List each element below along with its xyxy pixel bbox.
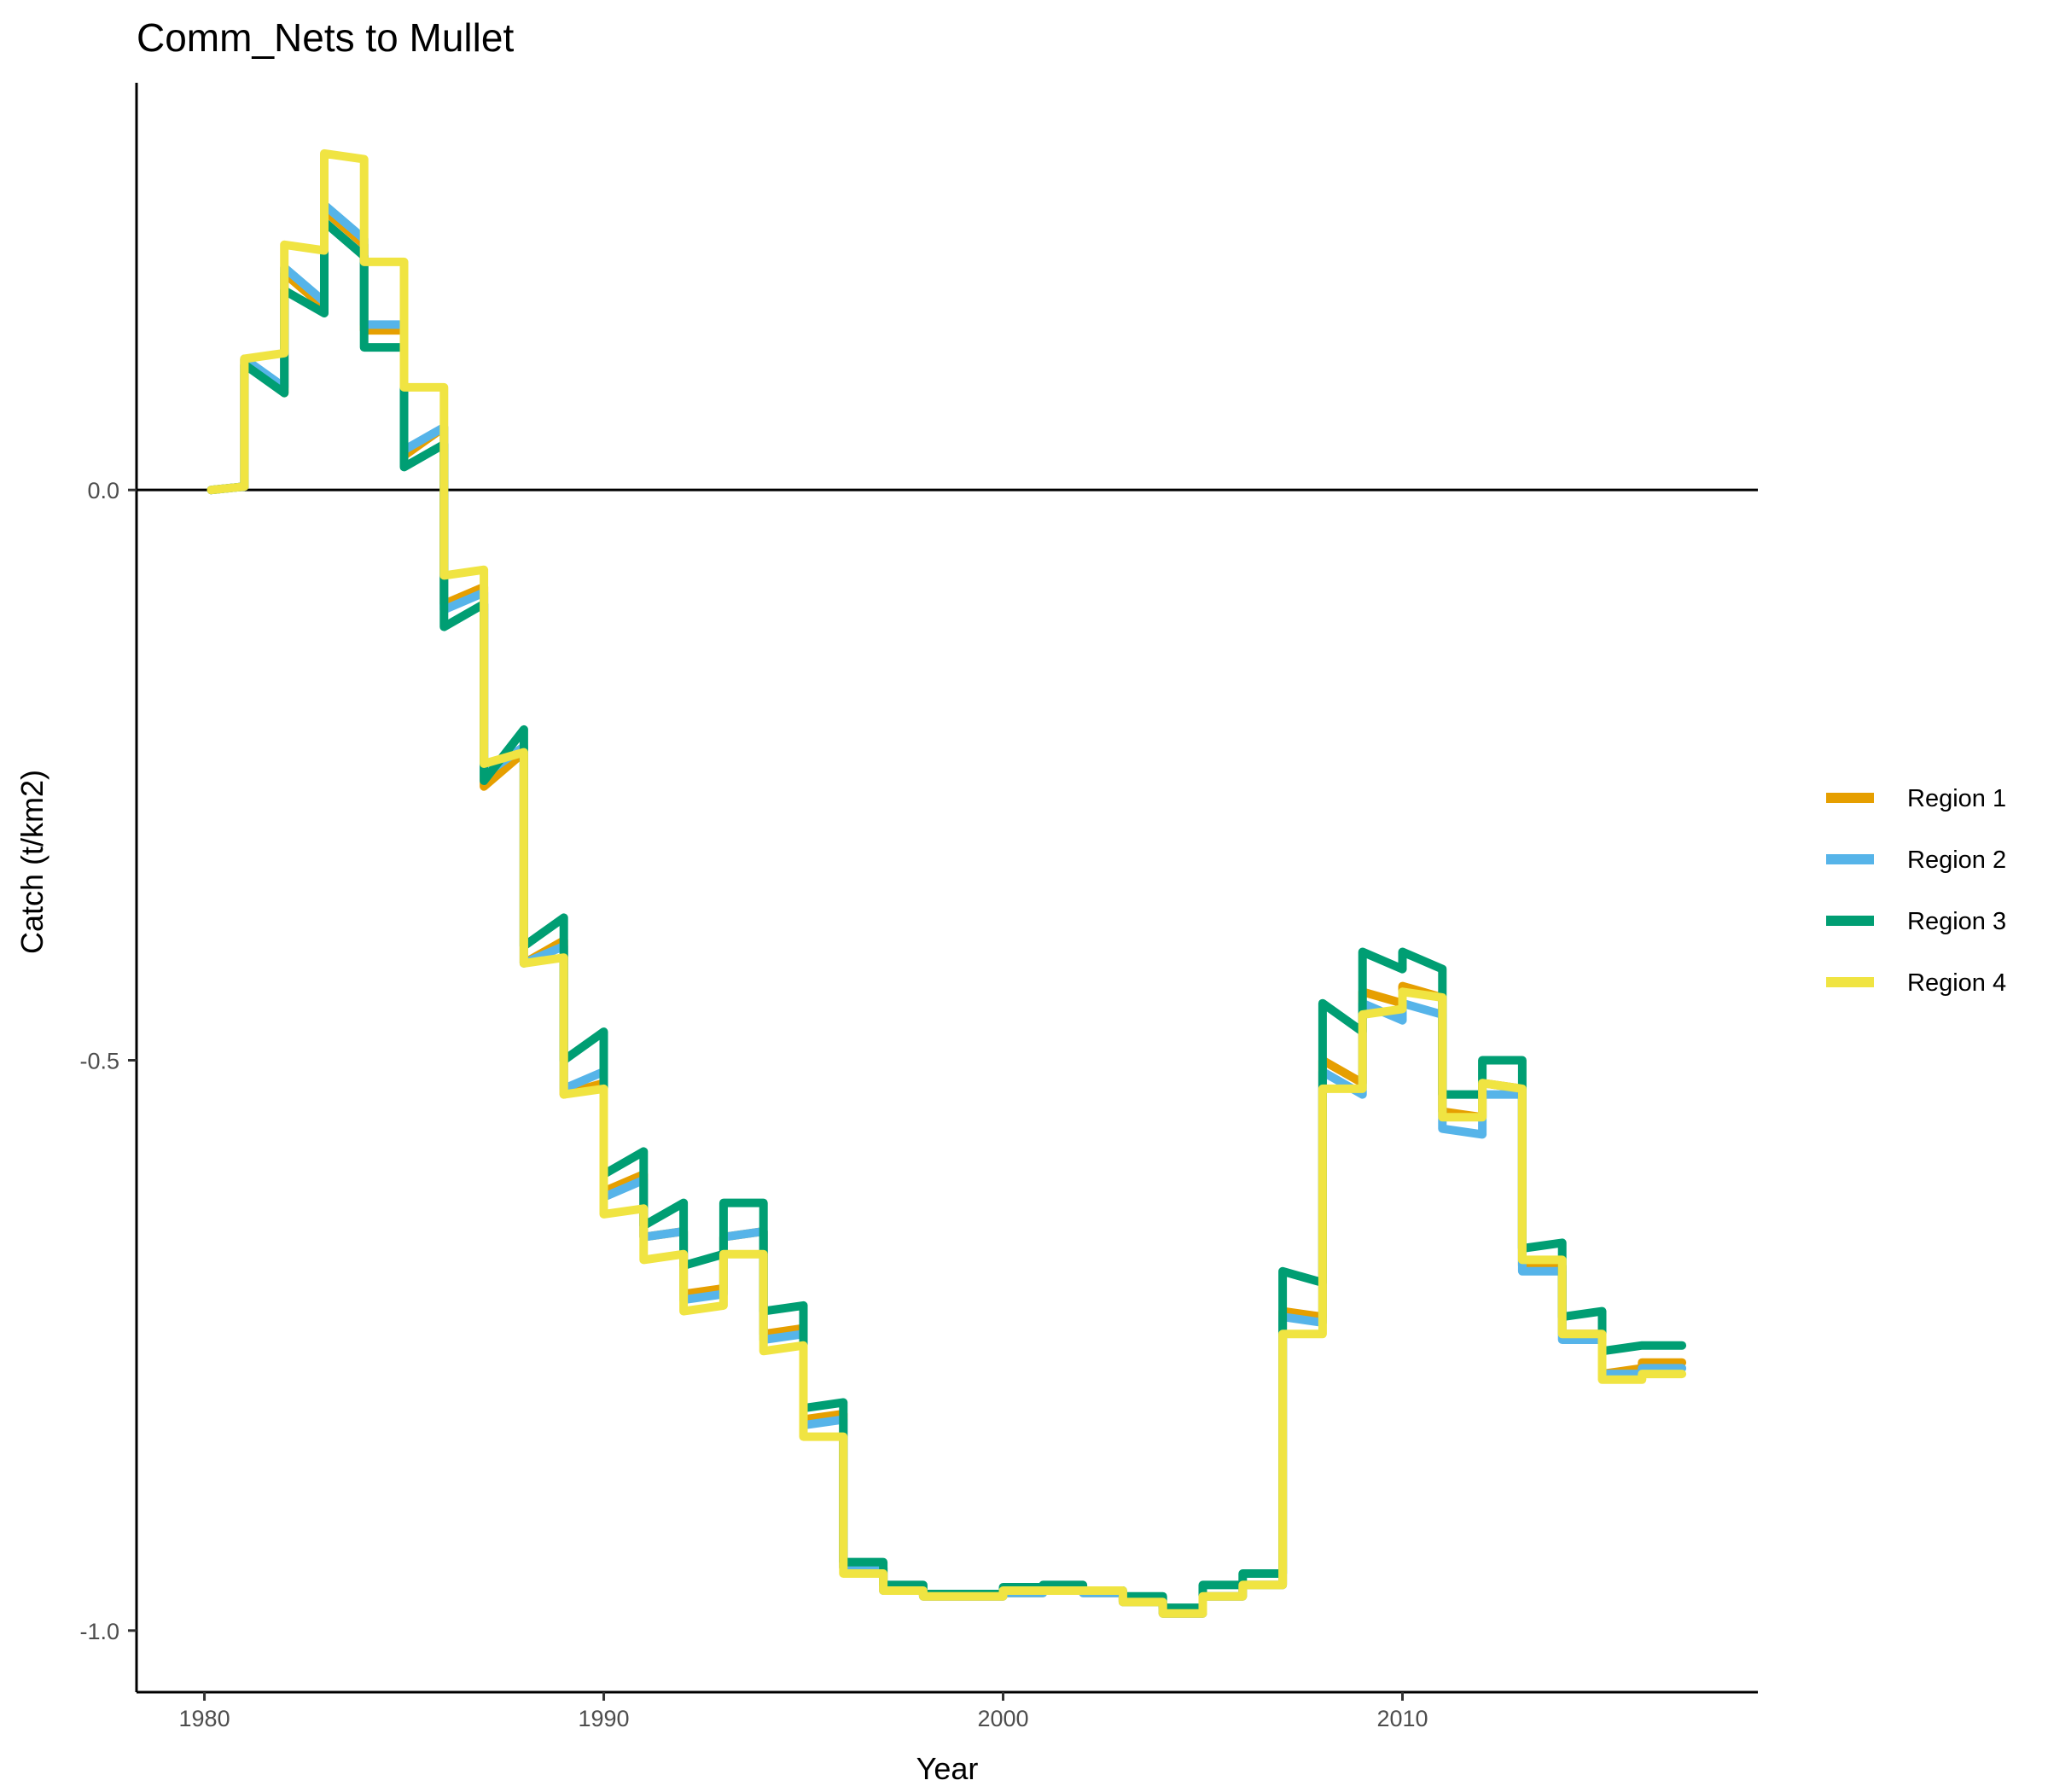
y-tick-label: -0.5 bbox=[79, 1049, 119, 1074]
plot-area bbox=[137, 148, 1758, 1618]
legend: Region 1 Region 2 Region 3 Region 4 bbox=[1826, 785, 2006, 997]
legend-label-region-1: Region 1 bbox=[1907, 785, 2006, 812]
legend-label-region-3: Region 3 bbox=[1907, 908, 2006, 935]
x-tick-label: 1990 bbox=[578, 1706, 629, 1731]
axes: 1980 1990 2000 2010 0.0 -0.5 -1.0 bbox=[79, 83, 1758, 1731]
series-line-region-2 bbox=[207, 201, 1687, 1618]
y-tick-label: -1.0 bbox=[79, 1619, 119, 1644]
y-axis-title: Catch (t/km2) bbox=[15, 770, 49, 954]
y-axis-title-group: Catch (t/km2) bbox=[15, 770, 49, 954]
chart-title: Comm_Nets to Mullet bbox=[137, 15, 514, 60]
series-line-region-1 bbox=[207, 206, 1687, 1618]
series-line-region-4 bbox=[207, 148, 1687, 1618]
x-tick-label: 2010 bbox=[1376, 1706, 1428, 1731]
legend-label-region-4: Region 4 bbox=[1907, 969, 2006, 997]
y-tick-label: 0.0 bbox=[87, 478, 119, 503]
legend-label-region-2: Region 2 bbox=[1907, 847, 2006, 874]
x-tick-label: 1980 bbox=[179, 1706, 230, 1731]
x-axis-title: Year bbox=[916, 1751, 979, 1786]
x-tick-label: 2000 bbox=[977, 1706, 1028, 1731]
